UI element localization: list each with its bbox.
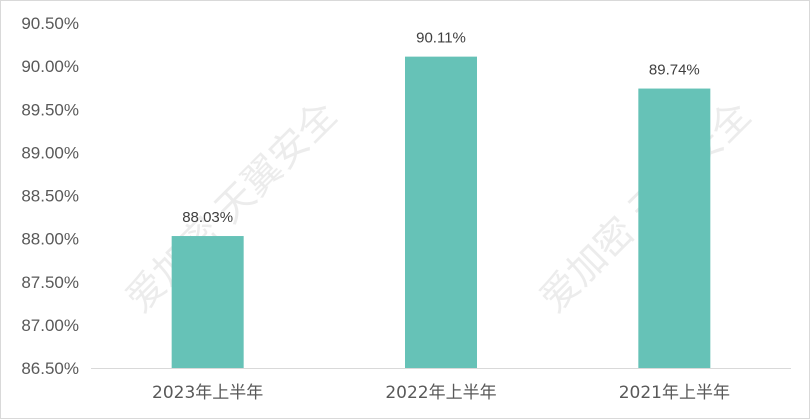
y-tick-label: 89.00% xyxy=(21,143,79,162)
y-tick-label: 86.50% xyxy=(21,359,79,378)
y-tick-label: 87.50% xyxy=(21,273,79,292)
data-label: 89.74% xyxy=(649,62,700,79)
bar-3 xyxy=(638,88,711,369)
x-category-label: 2021年上半年 xyxy=(619,383,730,403)
bar-2 xyxy=(405,56,477,368)
y-tick-label: 87.00% xyxy=(21,316,79,335)
data-label: 88.03% xyxy=(182,209,233,226)
y-tick-label: 90.00% xyxy=(21,57,79,76)
data-label: 90.11% xyxy=(416,30,466,47)
y-tick-label: 89.50% xyxy=(21,100,79,119)
y-tick-label: 90.50% xyxy=(21,14,79,33)
x-category-label: 2022年上半年 xyxy=(385,383,496,403)
y-tick-label: 88.50% xyxy=(21,187,79,206)
x-category-label: 2023年上半年 xyxy=(152,383,263,403)
y-tick-label: 88.00% xyxy=(21,230,79,249)
bar-1 xyxy=(171,236,244,368)
